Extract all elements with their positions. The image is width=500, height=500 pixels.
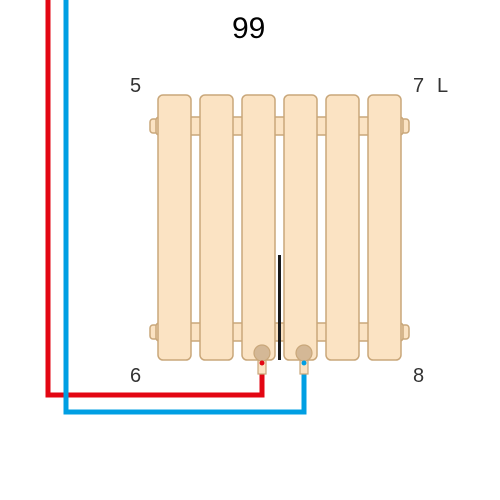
diagram-title: 99 [232, 12, 265, 46]
label-top-left: 5 [130, 75, 141, 98]
label-bottom-right: 8 [413, 365, 424, 388]
radiator-diagram [0, 0, 500, 500]
label-top-right: 7 [413, 75, 424, 98]
label-bottom-left: 6 [130, 365, 141, 388]
label-top-right-2: L [437, 75, 448, 98]
